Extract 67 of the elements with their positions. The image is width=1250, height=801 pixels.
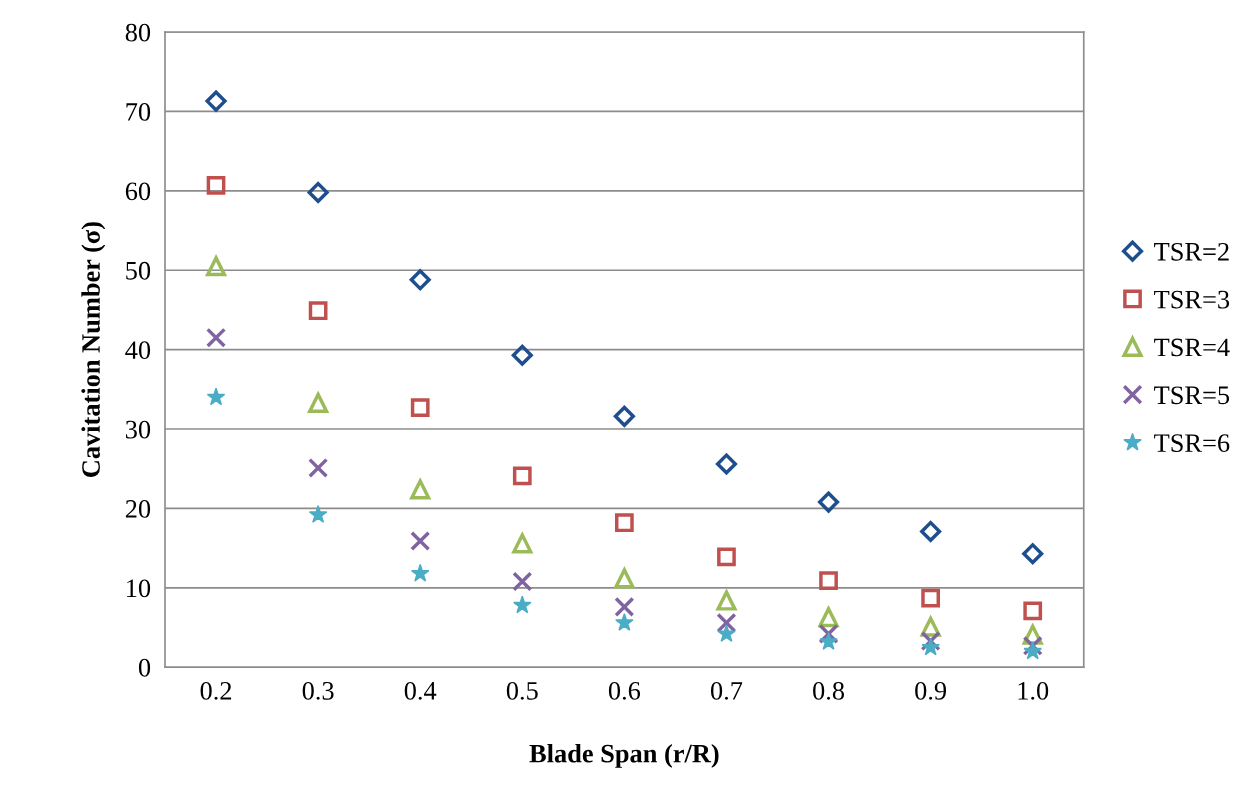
point: [308, 457, 329, 479]
point: [716, 612, 737, 633]
point: [1023, 641, 1042, 660]
x-tick-label: 0.6: [608, 681, 641, 700]
y-tick-label: 40: [125, 341, 151, 360]
point: [307, 390, 330, 413]
point: [511, 344, 533, 366]
x-tick-label: 1.0: [1018, 681, 1049, 700]
point: [410, 563, 430, 582]
point: [205, 90, 227, 112]
point: [613, 405, 635, 427]
legend-label: TSR=4: [1154, 338, 1230, 357]
x-tick-label: 0.4: [404, 681, 437, 700]
x-tick-label: 0.9: [915, 681, 947, 700]
x-tick-label: 0.5: [506, 681, 538, 700]
x-tick-label: 0.7: [710, 681, 743, 700]
legend-label: TSR=5: [1154, 386, 1230, 405]
y-tick-label: 70: [126, 103, 151, 121]
point: [717, 547, 736, 567]
point: [410, 398, 430, 417]
point: [308, 505, 328, 523]
point: [1022, 635, 1043, 656]
point: [921, 637, 940, 656]
point: [206, 387, 226, 406]
point: [205, 327, 227, 348]
point: [409, 269, 431, 291]
legend-label: TSR=6: [1154, 434, 1230, 453]
point: [307, 181, 329, 204]
point: [818, 623, 839, 644]
y-tick-label: 80: [125, 23, 151, 42]
point: [819, 632, 838, 650]
point: [920, 520, 942, 543]
point: [512, 466, 532, 486]
point: [205, 256, 227, 277]
point: [615, 513, 634, 533]
point: [410, 530, 431, 552]
point: [614, 596, 635, 617]
x-tick-label: 0.8: [813, 681, 845, 700]
point: [512, 533, 533, 554]
y-axis-title: Cavitation Number (σ): [81, 222, 106, 477]
point: [819, 571, 838, 591]
point: [716, 590, 737, 611]
y-tick-label: 60: [125, 182, 151, 201]
point: [717, 624, 736, 642]
point: [308, 301, 328, 321]
x-tick-label: 0.3: [302, 681, 334, 700]
y-tick-label: 10: [127, 579, 151, 598]
point: [410, 479, 431, 500]
point: [920, 630, 941, 652]
y-tick-label: 20: [125, 500, 151, 518]
legend-label: TSR=2: [1154, 242, 1229, 261]
legend-label: TSR=3: [1154, 290, 1230, 309]
y-tick-label: 30: [125, 420, 151, 439]
point: [614, 568, 635, 589]
point: [1022, 543, 1044, 565]
y-tick-label: 50: [126, 261, 151, 280]
point: [512, 571, 533, 592]
point: [1023, 601, 1043, 621]
point: [817, 491, 840, 513]
point: [513, 595, 532, 614]
point: [206, 175, 226, 195]
point: [615, 613, 634, 631]
y-tick-label: 0: [138, 658, 151, 677]
x-tick-label: 0.2: [200, 681, 232, 700]
point: [921, 588, 940, 608]
x-axis-title: Blade Span (r/R): [529, 743, 719, 768]
point: [715, 453, 738, 475]
